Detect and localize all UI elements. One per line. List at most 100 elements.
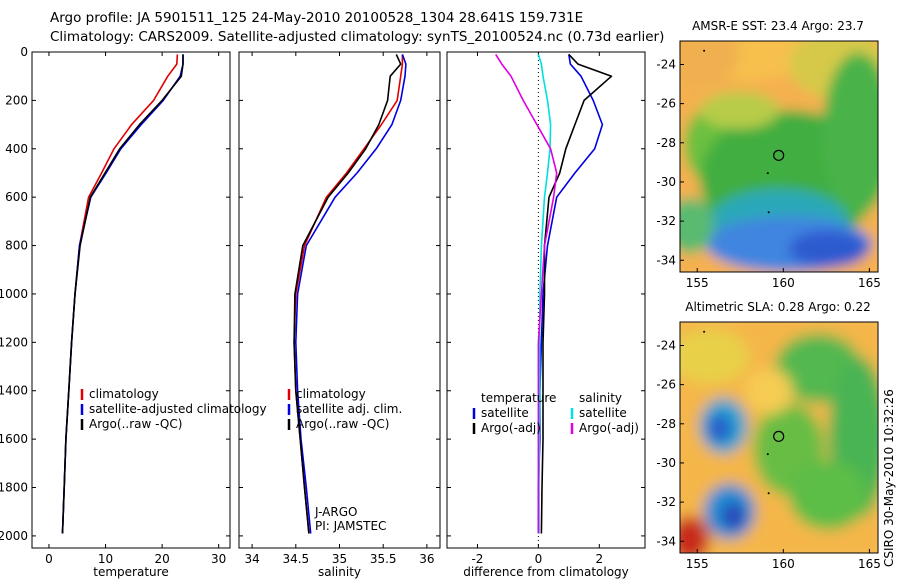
- salinity-annotation: J-ARGO: [314, 505, 357, 519]
- difference-series-salinity-satellite: [537, 54, 552, 534]
- depth-tick-label: 0: [20, 45, 28, 59]
- sst-map-ytick-label: -32: [656, 214, 676, 228]
- difference-legend-item: satellite: [579, 406, 627, 420]
- salinity-legend-item: climatology: [296, 387, 366, 401]
- difference-legend-item: Argo(-adj): [579, 421, 639, 435]
- difference-xtick-label: -2: [471, 552, 483, 566]
- temperature-xtick-label: 30: [211, 552, 226, 566]
- sla-coast-dot: [766, 453, 769, 456]
- sla-map-xtick-label: 165: [858, 557, 881, 571]
- sst-field-cell: [788, 230, 869, 268]
- sla-field-cell: [680, 516, 710, 553]
- salinity-xtick-label: 34.5: [282, 552, 309, 566]
- temperature-frame: [31, 51, 231, 549]
- difference-xtick-label: 2: [595, 552, 603, 566]
- difference-frame: [446, 51, 646, 549]
- sla-field: [680, 322, 878, 553]
- sst-coast-dot: [703, 49, 706, 52]
- sst-map-panel: AMSR-E SST: 23.4 Argo: 23.7 155 160 165 -24 -…: [656, 19, 881, 290]
- side-label: CSIRO 30-May-2010 10:32:26: [882, 389, 896, 567]
- sst-field: [680, 41, 878, 272]
- sst-map-ytick-label: -24: [656, 57, 676, 71]
- sla-field-cell: [745, 368, 793, 415]
- sst-field-cell: [699, 91, 780, 129]
- sst-coast-dot: [767, 211, 770, 214]
- sla-map-ytick-label: -26: [656, 378, 676, 392]
- difference-series-temperature-satellite: [537, 54, 604, 534]
- sla-map-ytick-label: -34: [656, 534, 676, 548]
- sla-field-cell: [680, 328, 750, 385]
- sla-map-ytick-label: -28: [656, 417, 676, 431]
- sst-map-xtick-label: 165: [858, 276, 881, 290]
- temperature-xtick-label: 20: [154, 552, 169, 566]
- depth-tick-label: 800: [5, 239, 28, 253]
- depth-tick-label: 1600: [0, 432, 28, 446]
- salinity-frame: [238, 51, 441, 549]
- difference-legend-title: salinity: [579, 391, 622, 405]
- sla-map-ytick-label: -30: [656, 456, 676, 470]
- temperature-legend-item: climatology: [89, 387, 159, 401]
- depth-tick-label: 400: [5, 142, 28, 156]
- difference-series-salinity-argo-adj-: [495, 53, 558, 534]
- salinity-xlabel: salinity: [318, 565, 361, 579]
- temperature-xtick-label: 0: [45, 552, 53, 566]
- sla-map-xtick-label: 160: [772, 557, 795, 571]
- difference-xtick-label: 0: [535, 552, 543, 566]
- salinity-xtick-label: 35.5: [370, 552, 397, 566]
- sla-coast-dot: [703, 330, 706, 333]
- sla-map-panel: Altimetric SLA: 0.28 Argo: 0.22 155 160 165…: [656, 300, 881, 571]
- salinity-legend-item: Argo(..raw -QC): [296, 417, 389, 431]
- sla-field-blobs: [680, 322, 878, 553]
- sst-field-cell: [680, 198, 714, 254]
- salinity-panel: 34 34.5 35 35.5 36 salinity climatologysatelli…: [238, 51, 441, 579]
- difference-xlabel: difference from climatology: [463, 565, 629, 579]
- sst-map-xtick-label: 155: [686, 276, 709, 290]
- sla-map-ytick-label: -24: [656, 338, 676, 352]
- sst-argo-marker: [773, 149, 785, 161]
- sst-map-ytick-label: -30: [656, 175, 676, 189]
- depth-tick-label: 1200: [0, 335, 28, 349]
- salinity-xtick-label: 35: [332, 552, 347, 566]
- temperature-legend-item: satellite-adjusted climatology: [89, 402, 267, 416]
- sla-coast-dot: [767, 492, 770, 495]
- temperature-series-satellite-adjusted-climatology: [61, 54, 184, 534]
- sst-map-ytick-label: -34: [656, 253, 676, 267]
- salinity-legend-item: satellite adj. clim.: [296, 402, 402, 416]
- temperature-xlabel: temperature: [93, 565, 168, 579]
- sst-map-xtick-label: 160: [772, 276, 795, 290]
- salinity-series-satellite-adj-clim-: [295, 54, 407, 534]
- temperature-legend-item: Argo(..raw -QC): [89, 417, 182, 431]
- header-line-1: Argo profile: JA 5901511_125 24-May-2010…: [50, 10, 584, 26]
- sla-map-xtick-label: 155: [686, 557, 709, 571]
- sst-coast-dot: [766, 172, 769, 175]
- difference-series-temperature-argo-adj-: [540, 53, 613, 534]
- temperature-series-argo-raw-qc-: [61, 54, 184, 534]
- sst-field-blobs: [680, 41, 878, 272]
- difference-legend-title: temperature: [481, 391, 556, 405]
- temperature-panel: 0 10 20 30 temperature 0 200 400 600 800 1000 1200 1…: [0, 45, 267, 579]
- depth-tick-label: 2000: [0, 529, 28, 543]
- sla-field-cell: [788, 460, 869, 530]
- depth-tick-label: 200: [5, 93, 28, 107]
- sla-argo-marker: [773, 430, 785, 442]
- sst-map-frame: [679, 40, 879, 273]
- depth-tick-label: 1400: [0, 384, 28, 398]
- salinity-series-climatology: [293, 54, 404, 534]
- sst-map-ytick-label: -26: [656, 97, 676, 111]
- temperature-xtick-label: 10: [98, 552, 113, 566]
- sst-map-title: AMSR-E SST: 23.4 Argo: 23.7: [692, 19, 864, 33]
- salinity-annotation: PI: JAMSTEC: [315, 519, 386, 533]
- sla-field-cell: [721, 502, 746, 530]
- difference-legend-item: satellite: [481, 406, 529, 420]
- salinity-xtick-label: 36: [419, 552, 434, 566]
- sst-map-ytick-label: -28: [656, 136, 676, 150]
- temperature-series-climatology: [61, 54, 179, 534]
- salinity-series-argo-raw-qc-: [293, 54, 402, 534]
- depth-tick-label: 1000: [0, 287, 28, 301]
- depth-tick-label: 600: [5, 190, 28, 204]
- sst-field-cell: [680, 41, 740, 88]
- salinity-xtick-label: 34: [244, 552, 259, 566]
- sst-field-cell: [822, 52, 878, 215]
- difference-legend-item: Argo(-adj): [481, 421, 541, 435]
